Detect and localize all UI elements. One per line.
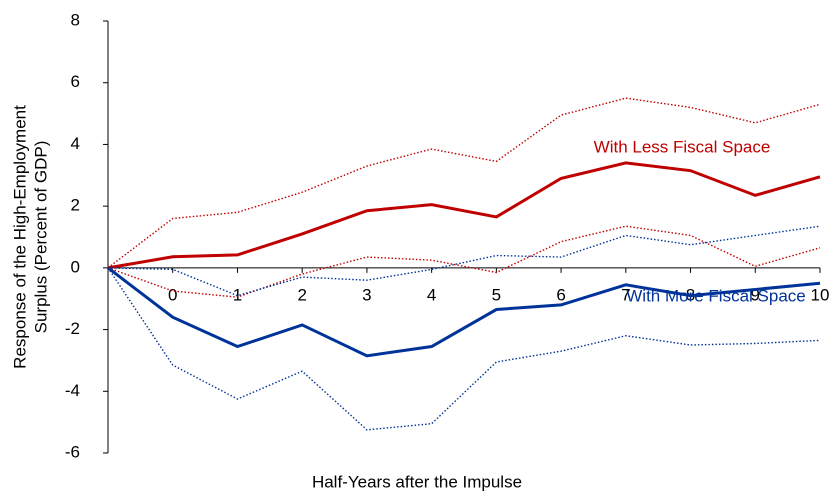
y-tick-label: 0: [71, 257, 80, 276]
series-line: [107, 266, 821, 358]
y-tick-label: -4: [65, 381, 80, 400]
x-tick-label: 10: [811, 285, 830, 304]
x-tick-label: 5: [492, 285, 501, 304]
x-tick-label: 9: [751, 285, 760, 304]
y-tick-label: -6: [65, 442, 80, 461]
x-tick-label: 1: [233, 285, 242, 304]
series-label: With More Fiscal Space: [626, 286, 806, 305]
y-tick-label: 8: [71, 10, 80, 29]
y-tick-label: 4: [71, 134, 80, 153]
y-tick-label: 2: [71, 196, 80, 215]
x-tick-label: 4: [427, 285, 436, 304]
y-axis-label: Response of the High-Employment Surplus …: [10, 105, 50, 369]
y-tick-label: -2: [65, 319, 80, 338]
x-tick-label: 6: [556, 285, 565, 304]
x-tick-label: 7: [621, 285, 630, 304]
y-axis-label-line: Response of the High-Employment: [10, 105, 29, 369]
band-line: [107, 97, 821, 269]
band-line: [107, 225, 821, 298]
x-tick-label: 0: [168, 285, 177, 304]
x-tick-label: 2: [297, 285, 306, 304]
y-tick-label: 6: [71, 72, 80, 91]
band-line: [107, 225, 821, 297]
series-label: With Less Fiscal Space: [594, 137, 771, 156]
x-axis-label: Half-Years after the Impulse: [312, 472, 522, 491]
x-tick-label: 3: [362, 285, 371, 304]
y-axis-label-line: Surplus (Percent of GDP): [31, 141, 50, 334]
series-line: [107, 161, 821, 270]
